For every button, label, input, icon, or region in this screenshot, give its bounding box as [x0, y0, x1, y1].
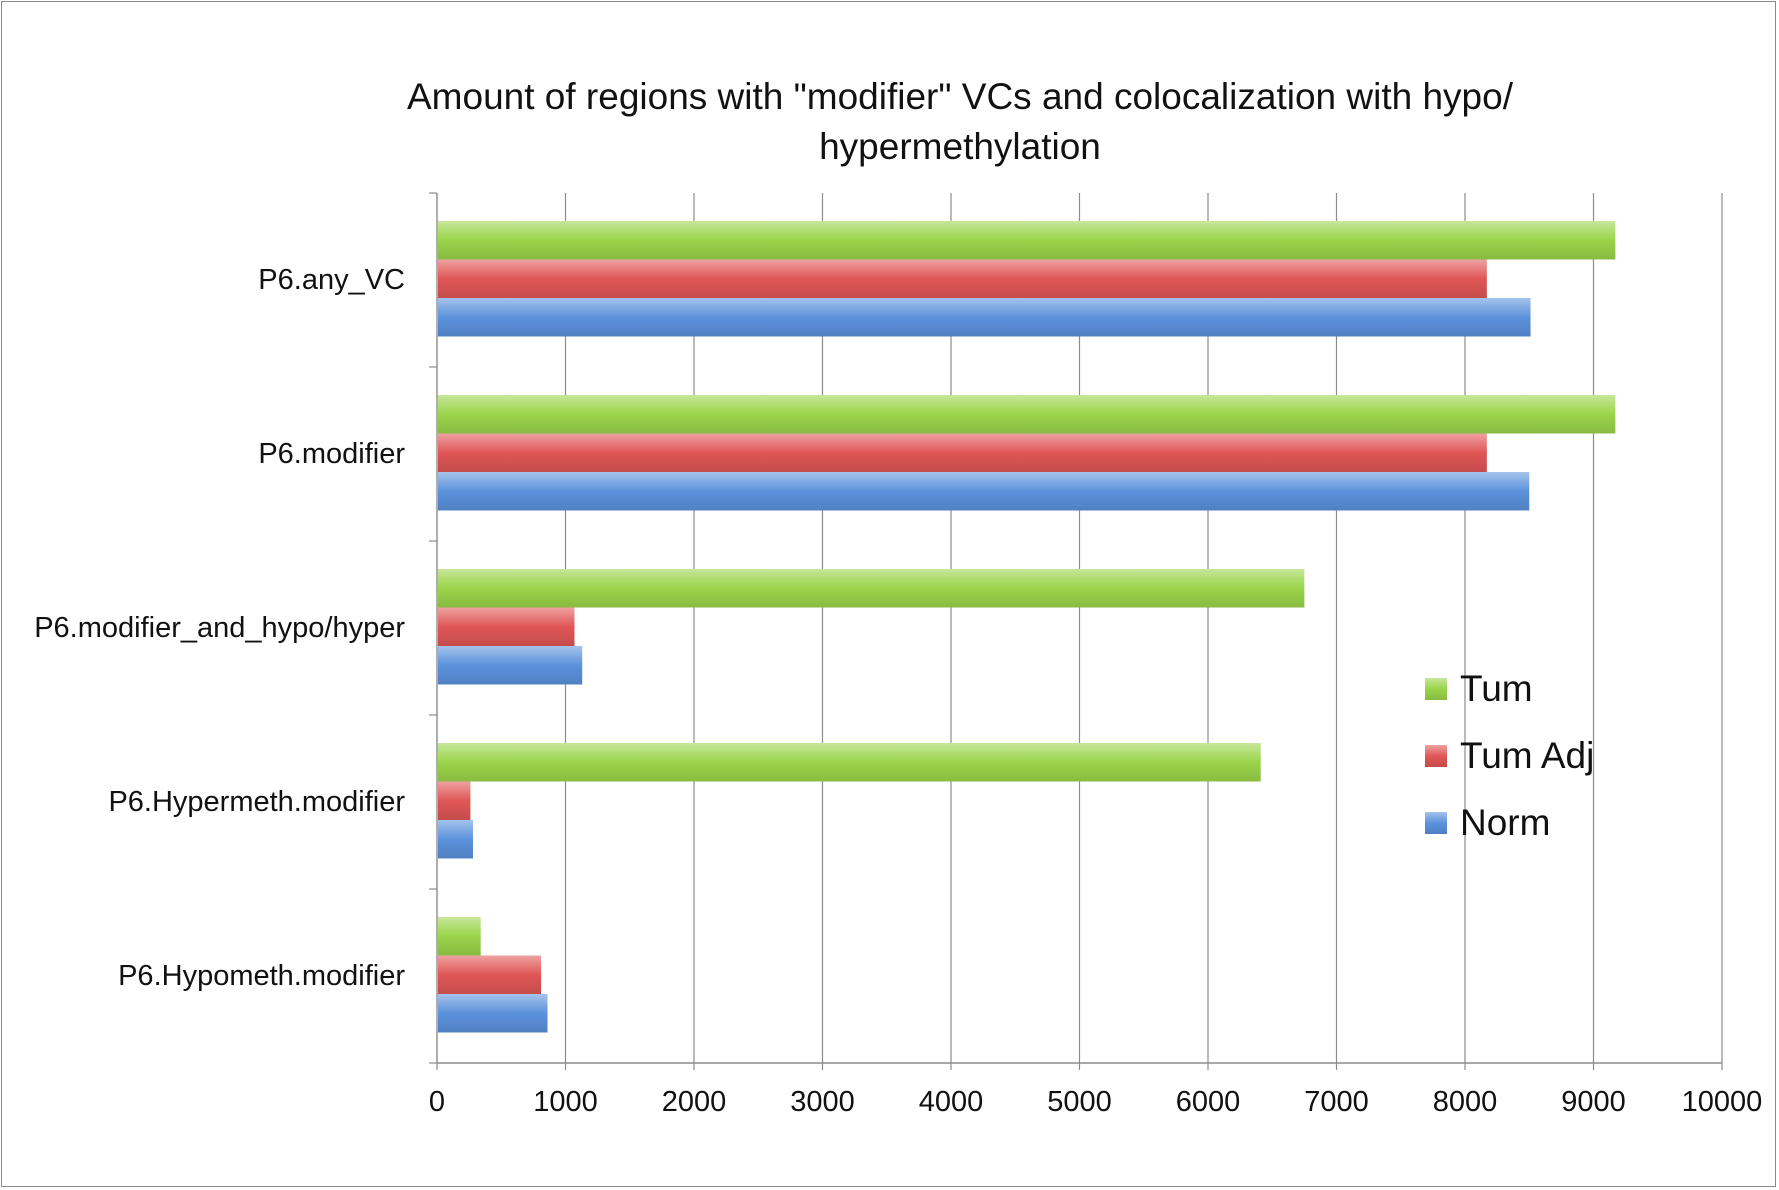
- bar-norm: [438, 472, 1530, 511]
- x-tick-label: 10000: [1682, 1086, 1763, 1118]
- bar-tum-adj: [438, 433, 1487, 472]
- x-tick-label: 4000: [919, 1086, 984, 1118]
- legend-swatch: [1425, 745, 1447, 767]
- x-tick-label: 2000: [662, 1086, 727, 1118]
- bar-tum-adj: [438, 781, 471, 820]
- category-label: P6.Hypometh.modifier: [118, 960, 405, 992]
- legend-label: Tum: [1460, 668, 1533, 709]
- x-tick-label: 9000: [1561, 1086, 1626, 1118]
- bar-tum: [438, 569, 1305, 608]
- category-label: P6.any_VC: [258, 264, 405, 296]
- x-tick-label: 8000: [1433, 1086, 1498, 1118]
- category-label: P6.modifier_and_hypo/hyper: [34, 612, 405, 644]
- bar-tum: [438, 395, 1616, 434]
- bar-norm: [438, 820, 473, 859]
- bar-norm: [438, 994, 548, 1033]
- bar-norm: [438, 298, 1531, 337]
- x-tick-label: 5000: [1047, 1086, 1112, 1118]
- category-label: P6.Hypermeth.modifier: [108, 786, 405, 818]
- bar-norm: [438, 646, 583, 685]
- bar-tum-adj: [438, 607, 575, 646]
- x-tick-label: 3000: [790, 1086, 855, 1118]
- bar-tum-adj: [438, 259, 1487, 298]
- legend-label: Norm: [1460, 802, 1551, 843]
- x-tick-label: 7000: [1304, 1086, 1369, 1118]
- x-tick-label: 0: [429, 1086, 445, 1118]
- legend-swatch: [1425, 812, 1447, 834]
- bar-tum: [438, 743, 1261, 782]
- bar-tum: [438, 221, 1616, 260]
- x-tick-label: 1000: [533, 1086, 598, 1118]
- bar-tum-adj: [438, 955, 542, 994]
- legend-label: Tum Adj: [1460, 735, 1595, 776]
- chart-title: Amount of regions with "modifier" VCs an…: [407, 76, 1513, 167]
- x-tick-label: 6000: [1176, 1086, 1241, 1118]
- legend-swatch: [1425, 678, 1447, 700]
- category-label: P6.modifier: [258, 438, 405, 470]
- bar-tum: [438, 917, 481, 956]
